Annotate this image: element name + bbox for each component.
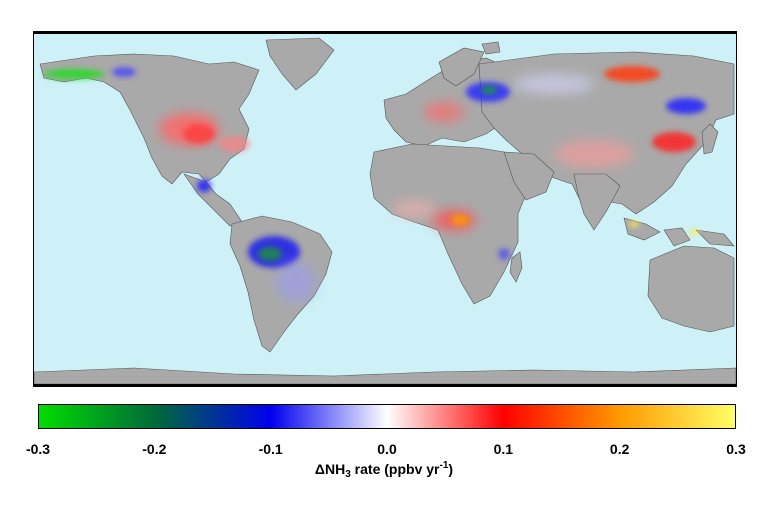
anomaly-region (481, 86, 497, 94)
anomaly-region (276, 262, 316, 302)
anomaly-region (451, 215, 469, 225)
anomaly-region (514, 74, 594, 94)
colorbar-tick-label: -0.1 (258, 441, 283, 457)
colorbar-title-subscript: 3 (345, 469, 351, 480)
anomaly-region (218, 136, 250, 152)
anomaly-region (689, 229, 699, 235)
anomaly-region (258, 247, 282, 261)
colorbar (38, 404, 736, 429)
madagascar (509, 251, 523, 283)
colorbar-tick-label: -0.3 (25, 441, 51, 457)
frame-tick (33, 31, 737, 34)
colorbar-title-end: ) (448, 461, 454, 477)
ammonia-rate-anomalies (44, 66, 706, 302)
svalbard (481, 41, 501, 55)
anomaly-region (424, 102, 464, 122)
japan (701, 123, 719, 155)
greenland (265, 37, 335, 91)
anomaly-region (554, 140, 634, 168)
colorbar-tick-label: 0.0 (377, 441, 397, 457)
map-canvas (34, 37, 736, 384)
world-map (33, 33, 737, 385)
anomaly-region (112, 67, 136, 77)
scandinavia (438, 47, 485, 87)
colorbar-tick-label: 0.2 (609, 441, 630, 457)
anomaly-region (604, 66, 660, 82)
colorbar-title: ΔNH3 rate (ppbv yr-1) (315, 460, 453, 480)
anomaly-region (666, 98, 706, 114)
colorbar-title-units: rate (ppbv yr (350, 461, 440, 477)
anomaly-region (629, 221, 639, 227)
central-america (183, 173, 243, 227)
land-masses (34, 37, 736, 384)
se-asia-islands (623, 217, 735, 247)
colorbar-tick-label: -0.2 (142, 441, 167, 457)
anomaly-region (44, 69, 104, 79)
anomaly-region (498, 248, 510, 260)
colorbar-title-superscript: -1 (439, 460, 449, 471)
anomaly-region (652, 132, 696, 152)
australia (647, 245, 735, 333)
frame-tick (33, 384, 737, 387)
anomaly-region (197, 180, 211, 192)
antarctica (34, 367, 736, 384)
colorbar-title-symbol: ΔNH (314, 461, 346, 477)
colorbar-tick-label: 0.1 (493, 441, 514, 457)
arabia (503, 151, 555, 201)
india (573, 173, 621, 231)
colorbar-tick-label: 0.3 (726, 441, 746, 457)
anomaly-region (183, 124, 215, 144)
anomaly-region (392, 201, 436, 217)
